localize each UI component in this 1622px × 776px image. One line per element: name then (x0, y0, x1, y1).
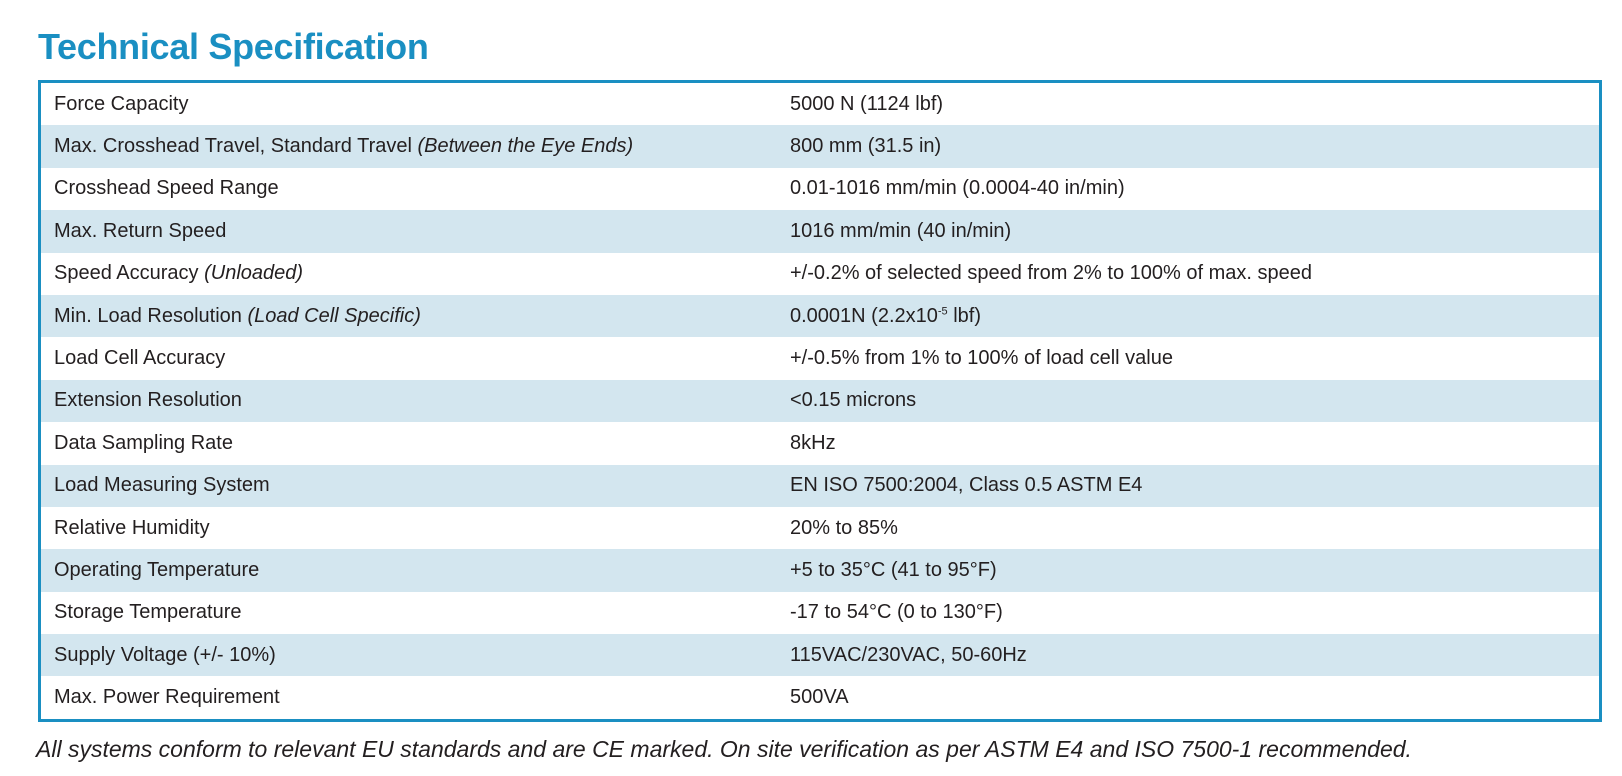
spec-label: Storage Temperature (54, 601, 242, 624)
spec-label: Force Capacity (54, 92, 189, 115)
table-row: Crosshead Speed Range 0.01-1016 mm/min (… (41, 167, 1599, 211)
table-row: Min. Load Resolution (Load Cell Specific… (41, 294, 1599, 338)
spec-value: 800 mm (31.5 in) (790, 135, 942, 158)
spec-value: +5 to 35°C (41 to 95°F) (790, 558, 997, 581)
spec-value: 1016 mm/min (40 in/min) (790, 219, 1012, 242)
table-row: Operating Temperature +5 to 35°C (41 to … (41, 549, 1599, 592)
spec-value: 0.01-1016 mm/min (0.0004-40 in/min) (790, 177, 1125, 200)
spec-value: +/-0.5% from 1% to 100% of load cell val… (790, 347, 1173, 370)
spec-label: Speed Accuracy (Unloaded) (54, 262, 304, 285)
table-row: Max. Crosshead Travel, Standard Travel (… (41, 125, 1599, 168)
table-row: Relative Humidity 20% to 85% (41, 506, 1599, 550)
spec-table: Force Capacity 5000 N (1124 lbf) Max. Cr… (38, 80, 1602, 722)
spec-value: 115VAC/230VAC, 50-60Hz (790, 643, 1027, 666)
spec-label: Load Measuring System (54, 474, 270, 497)
spec-label: Load Cell Accuracy (54, 347, 226, 370)
page-title: Technical Specification (38, 26, 429, 67)
spec-label: Extension Resolution (54, 389, 242, 412)
spec-value: 8kHz (790, 431, 836, 454)
table-row: Max. Return Speed 1016 mm/min (40 in/min… (41, 210, 1599, 253)
spec-label: Max. Power Requirement (54, 686, 280, 709)
spec-label: Supply Voltage (+/- 10%) (54, 643, 276, 666)
spec-label: Min. Load Resolution (Load Cell Specific… (54, 304, 421, 327)
table-row: Force Capacity 5000 N (1124 lbf) (41, 83, 1599, 126)
table-row: Max. Power Requirement 500VA (41, 676, 1599, 719)
table-row: Speed Accuracy (Unloaded) +/-0.2% of sel… (41, 252, 1599, 295)
spec-value: +/-0.2% of selected speed from 2% to 100… (790, 262, 1312, 285)
table-row: Extension Resolution <0.15 microns (41, 379, 1599, 423)
spec-value: 500VA (790, 686, 849, 709)
table-row: Load Cell Accuracy +/-0.5% from 1% to 10… (41, 337, 1599, 380)
spec-value: <0.15 microns (790, 389, 917, 412)
spec-label: Relative Humidity (54, 516, 210, 539)
spec-value: -17 to 54°C (0 to 130°F) (790, 601, 1003, 624)
spec-label: Operating Temperature (54, 558, 260, 581)
table-row: Load Measuring System EN ISO 7500:2004, … (41, 464, 1599, 507)
spec-value: 20% to 85% (790, 516, 898, 539)
table-row: Storage Temperature -17 to 54°C (0 to 13… (41, 591, 1599, 635)
spec-value: 5000 N (1124 lbf) (790, 92, 944, 115)
spec-label: Crosshead Speed Range (54, 177, 279, 200)
footnote: All systems conform to relevant EU stand… (36, 736, 1412, 762)
table-row: Supply Voltage (+/- 10%) 115VAC/230VAC, … (41, 634, 1599, 677)
spec-label: Max. Crosshead Travel, Standard Travel (… (54, 135, 634, 158)
table-row: Data Sampling Rate 8kHz (41, 422, 1599, 465)
spec-value: EN ISO 7500:2004, Class 0.5 ASTM E4 (790, 474, 1143, 497)
spec-label: Data Sampling Rate (54, 431, 233, 454)
spec-value: 0.0001N (2.2x10-5 lbf) (790, 304, 982, 327)
spec-label: Max. Return Speed (54, 219, 227, 242)
